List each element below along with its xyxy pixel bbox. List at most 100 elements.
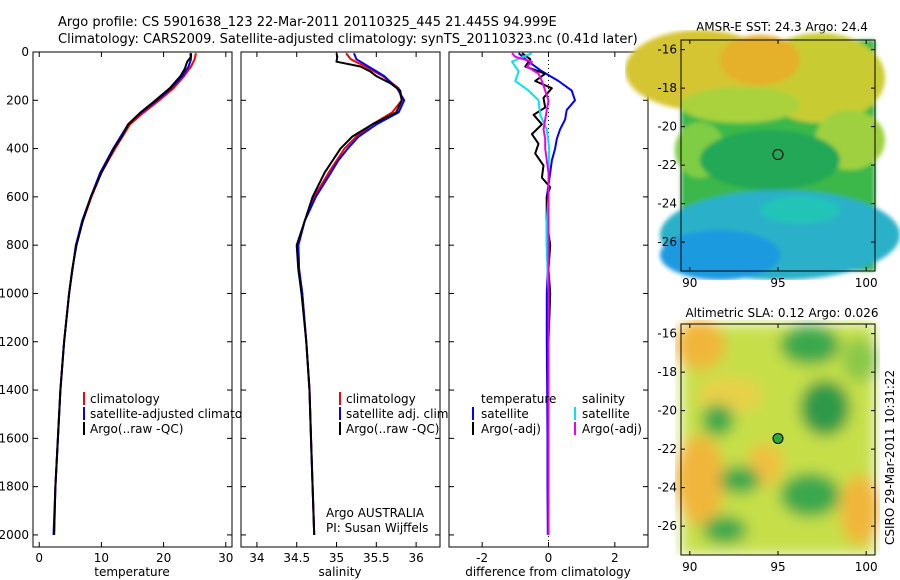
- difference-legend: temperature satellite Argo(-adj) salinit…: [472, 392, 642, 436]
- x-tick-label: 20: [156, 551, 171, 565]
- sst-cool-patch: [700, 130, 840, 190]
- x-tick-label: 34.5: [283, 551, 310, 565]
- legend-title-salinity: salinity: [582, 392, 625, 406]
- sla-high-patch: [698, 377, 762, 413]
- sst-map-title: AMSR-E SST: 24.3 Argo: 24.4: [696, 20, 868, 34]
- legend-label-temp-argo: Argo(-adj): [481, 422, 541, 436]
- lat-tick-label: -16: [657, 327, 677, 341]
- sst-map-panel: AMSR-E SST: 24.3 Argo: 24.4 -16 -18 -20 -22…: [625, 20, 900, 290]
- sla-high-patch: [675, 320, 725, 370]
- x-tick-label: 35.5: [363, 551, 390, 565]
- temperature-axes-frame: [32, 51, 233, 548]
- side-timestamp-label: CSIRO 29-Mar-2011 10:31:22: [883, 370, 897, 545]
- y-tick-label: 200: [6, 93, 29, 107]
- sla-low-patch: [702, 404, 734, 436]
- sla-argo-marker: [772, 432, 784, 444]
- x-tick-label: -2: [476, 551, 488, 565]
- sla-low-patch: [800, 380, 850, 436]
- legend-label-climatology: climatology: [346, 392, 416, 406]
- sla-field: [675, 320, 880, 555]
- y-tick-label: 0: [21, 45, 29, 59]
- legend-label-argo: Argo(..raw -QC): [90, 422, 183, 436]
- lat-tick-label: -26: [657, 519, 677, 533]
- difference-y-ticks: [449, 51, 648, 536]
- legend-label-sal-argo: Argo(-adj): [582, 422, 642, 436]
- lon-tick-label: 95: [770, 276, 785, 290]
- legend-label-satellite: satellite-adjusted climatology: [90, 407, 268, 421]
- temperature-x-label: temperature: [94, 565, 169, 579]
- lon-tick-label: 90: [682, 276, 697, 290]
- temperature-panel: 0 200 400 600 800 1000 1200 1400 1600 1800 2000 0 1…: [0, 45, 268, 579]
- lat-tick-label: -26: [657, 235, 677, 249]
- salinity-lines: [295, 52, 406, 535]
- temperature-legend: climatology satellite-adjusted climatolo…: [83, 392, 268, 436]
- x-tick-label: 0: [545, 551, 553, 565]
- x-tick-label: 2: [611, 551, 619, 565]
- x-tick-label: 36: [408, 551, 423, 565]
- lat-tick-label: -20: [657, 120, 677, 134]
- lat-tick-label: -24: [657, 481, 677, 495]
- y-tick-label: 1400: [0, 383, 29, 397]
- x-tick-label: 35: [329, 551, 344, 565]
- legend-label-argo: Argo(..raw -QC): [346, 422, 439, 436]
- lat-tick-label: -18: [657, 81, 677, 95]
- difference-lines: [511, 52, 576, 547]
- y-tick-label: 2000: [0, 528, 29, 542]
- y-tick-label: 1000: [0, 286, 29, 300]
- salinity-axes-frame: [240, 51, 441, 548]
- lon-tick-label: 90: [682, 560, 697, 574]
- y-tick-label: 800: [6, 238, 29, 252]
- series-line: [295, 52, 403, 535]
- sla-low-patch: [780, 473, 840, 517]
- sst-cold-patch: [660, 230, 780, 280]
- salinity-y-ticks: [241, 51, 440, 536]
- sst-warm-patch: [720, 35, 800, 85]
- series-line: [517, 52, 576, 535]
- y-tick-label: 1600: [0, 431, 29, 445]
- x-tick-label: 10: [94, 551, 109, 565]
- sla-map-title: Altimetric SLA: 0.12 Argo: 0.026: [685, 306, 878, 320]
- sst-argo-marker: [772, 148, 784, 160]
- legend-title-temperature: temperature: [481, 392, 556, 406]
- argo-position-marker: [772, 432, 784, 444]
- sst-lon-ticks: 90 95 100: [682, 40, 878, 290]
- sla-mid-patch: [842, 338, 878, 382]
- figure-title-line1: Argo profile: CS 5901638_123 22-Mar-2011…: [58, 15, 557, 30]
- annotation-argo-australia: Argo AUSTRALIA: [326, 506, 425, 520]
- sst-field: [625, 30, 900, 280]
- y-tick-label: 600: [6, 190, 29, 204]
- sst-mid-patch: [680, 87, 800, 123]
- sla-low-patch: [720, 466, 760, 494]
- salinity-x-ticks: 34 34.5 35 35.5 36: [249, 52, 424, 565]
- legend-label-climatology: climatology: [90, 392, 160, 406]
- lat-tick-label: -22: [657, 442, 677, 456]
- lon-tick-label: 100: [855, 276, 878, 290]
- lat-tick-label: -20: [657, 404, 677, 418]
- sla-low-patch: [780, 325, 840, 365]
- lat-tick-label: -16: [657, 43, 677, 57]
- temperature-lines: [52, 53, 197, 535]
- x-tick-label: 0: [35, 551, 43, 565]
- y-tick-label: 1200: [0, 335, 29, 349]
- x-tick-label: 34: [249, 551, 264, 565]
- y-tick-label: 1800: [0, 480, 29, 494]
- difference-x-label: difference from climatology: [465, 565, 631, 579]
- salinity-x-label: salinity: [318, 565, 361, 579]
- lat-tick-label: -22: [657, 158, 677, 172]
- sst-cold-patch: [760, 196, 840, 224]
- sla-high-patch: [675, 435, 725, 525]
- lon-tick-label: 95: [770, 560, 785, 574]
- lat-tick-label: -18: [657, 365, 677, 379]
- sla-low-patch: [703, 516, 747, 544]
- legend-label-sal-satellite: satellite: [582, 407, 630, 421]
- difference-x-ticks: -2 0 2: [476, 52, 619, 565]
- legend-label-temp-satellite: satellite: [481, 407, 529, 421]
- x-tick-label: 30: [218, 551, 233, 565]
- series-line: [53, 53, 192, 535]
- temperature-x-ticks: 0 10 20 30: [35, 52, 233, 565]
- sst-lat-ticks: -16 -18 -20 -22 -24 -26: [657, 43, 875, 249]
- argo-position-marker: [772, 148, 784, 160]
- sla-map-panel: Altimetric SLA: 0.12 Argo: 0.026 -16-18-…: [657, 306, 880, 574]
- sla-lat-ticks: -16 -18 -20 -22 -24 -26: [657, 327, 875, 533]
